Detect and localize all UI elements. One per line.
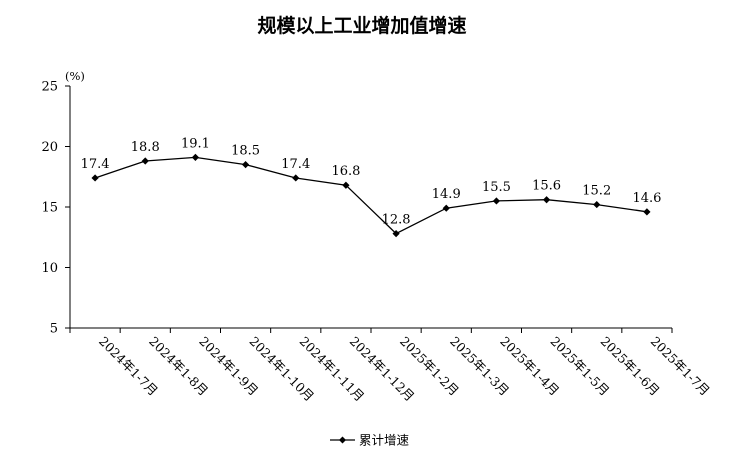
series-line [94,156,647,235]
chart-title: 规模以上工业增加值增速 [257,14,466,37]
legend-label: 累计增速 [359,433,410,448]
data-point [141,157,149,165]
data-label: 14.9 [432,187,461,202]
data-point [342,181,350,189]
data-label: 12.8 [382,213,411,228]
data-label: 18.5 [231,144,260,159]
data-point [292,174,300,182]
data-label: 16.8 [331,164,360,179]
series [91,153,651,238]
data-label: 17.4 [281,157,310,172]
y-tick-label: 20 [41,140,58,155]
y-tick-label: 5 [50,322,58,337]
data-labels: 17.4 18.8 19.1 18.5 17.4 16.8 12.8 14.9 15.5 15.6… [81,136,662,227]
data-label: 15.5 [482,180,511,195]
data-point [643,208,651,216]
data-label: 15.6 [532,179,561,194]
x-ticks: 2024年1-7月2024年1-8月2024年1-9月2024年1-10月202… [69,328,713,404]
data-point [492,197,501,205]
data-point [191,153,200,161]
y-tick-label: 15 [41,201,58,216]
data-label: 18.8 [131,140,160,155]
y-tick-label: 10 [41,261,58,276]
data-point [91,174,99,182]
y-unit-label: (%) [65,69,85,83]
data-point [542,196,551,204]
data-point [392,230,400,238]
y-tick-label: 25 [41,80,58,95]
data-point [442,204,450,212]
y-ticks: 5 10 15 20 25 [41,80,70,337]
legend: 累计增速 [330,433,410,448]
data-label: 15.2 [582,184,611,199]
legend-marker [339,436,346,444]
data-label: 19.1 [181,136,210,151]
data-point [593,200,601,209]
data-label: 17.4 [81,157,110,172]
data-label: 14.6 [632,191,661,206]
axes [69,86,672,329]
data-point [241,161,250,169]
